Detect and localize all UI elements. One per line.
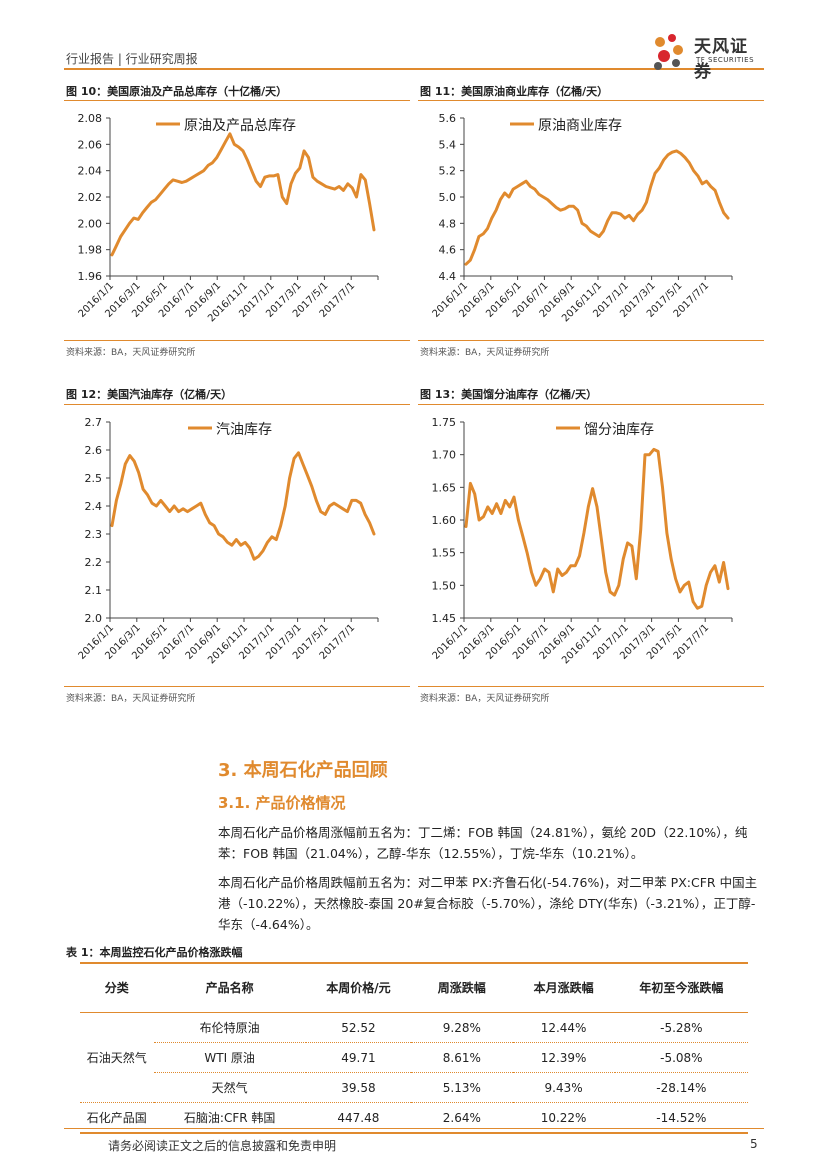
y-tick-label: 2.1 <box>85 584 103 597</box>
col-month-change: 本月涨跌幅 <box>512 962 615 1013</box>
y-tick-label: 2.0 <box>85 612 103 625</box>
report-header: 行业报告 | 行业研究周报 <box>66 52 198 66</box>
legend-label: 馏分油库存 <box>584 422 654 438</box>
series-line <box>110 451 376 561</box>
y-tick-label: 2.2 <box>85 556 103 569</box>
row-week-change: 5.13% <box>411 1072 513 1103</box>
fig12-title: 图 12：美国汽油库存（亿桶/天） <box>66 388 233 401</box>
fig13-source: 资料来源：BA，天风证券研究所 <box>420 694 550 704</box>
y-tick-label: 2.7 <box>85 416 103 429</box>
row-price: 49.71 <box>305 1042 412 1073</box>
fig13-title-rule <box>418 404 764 405</box>
col-price: 本周价格/元 <box>305 962 412 1013</box>
logo-name: 天风证券 <box>694 37 748 82</box>
company-logo: 天风证券 TF SECURITIES <box>650 30 765 82</box>
fig11-title: 图 11：美国原油商业库存（亿桶/天） <box>420 85 609 98</box>
row-ytd-change: -5.28% <box>614 1012 748 1043</box>
y-tick-label: 2.04 <box>78 165 103 178</box>
logo-english: TF SECURITIES <box>696 56 755 64</box>
fig10-source: 资料来源：BA，天风证券研究所 <box>66 348 196 358</box>
y-tick-label: 4.6 <box>439 244 457 257</box>
subsection-title: 3.1. 产品价格情况 <box>218 794 346 812</box>
y-tick-label: 2.08 <box>78 112 103 125</box>
losers-paragraph: 本周石化产品价格周跌幅前五名为：对二甲苯 PX:齐鲁石化(-54.76%)，对二… <box>218 875 758 932</box>
table-row: WTI 原油 49.71 8.61% 12.39% -5.08% <box>80 1042 748 1073</box>
y-tick-label: 1.45 <box>432 612 457 625</box>
y-tick-label: 1.60 <box>432 514 457 527</box>
col-ytd-change: 年初至今涨跌幅 <box>614 962 748 1013</box>
y-tick-label: 2.00 <box>78 217 103 230</box>
y-tick-label: 1.75 <box>432 416 457 429</box>
y-tick-label: 5.4 <box>439 138 457 151</box>
row-price: 52.52 <box>305 1012 412 1043</box>
fig13-source-rule <box>418 686 764 687</box>
page-number: 5 <box>750 1137 758 1151</box>
row-week-change: 8.61% <box>411 1042 513 1073</box>
fig11-chart: 4.44.64.85.05.25.45.62016/1/12016/3/1201… <box>431 112 733 324</box>
fig11-source: 资料来源：BA，天风证券研究所 <box>420 348 550 358</box>
table-title: 表 1：本周监控石化产品价格涨跌幅 <box>66 946 243 959</box>
fig12-source-rule <box>64 686 410 687</box>
y-tick-label: 1.70 <box>432 449 457 462</box>
footer-divider <box>64 1128 764 1129</box>
fig11-title-rule <box>418 100 764 101</box>
fig11-source-rule <box>418 340 764 341</box>
row-ytd-change: -28.14% <box>614 1072 748 1103</box>
row-month-change: 9.43% <box>512 1072 615 1103</box>
y-tick-label: 1.50 <box>432 579 457 592</box>
y-tick-label: 5.2 <box>439 165 457 178</box>
col-product: 产品名称 <box>153 962 306 1013</box>
legend-label: 原油及产品总库存 <box>184 118 296 134</box>
y-tick-label: 2.06 <box>78 138 103 151</box>
y-tick-label: 5.0 <box>439 191 457 204</box>
fig12-title-rule <box>64 404 410 405</box>
price-table: 分类 产品名称 本周价格/元 周涨跌幅 本月涨跌幅 年初至今涨跌幅 石油天然气 … <box>80 962 748 1134</box>
legend-label: 原油商业库存 <box>538 118 622 134</box>
series-line <box>464 149 730 266</box>
gainers-paragraph: 本周石化产品价格周涨幅前五名为：丁二烯：FOB 韩国（24.81%），氨纶 20… <box>218 825 748 861</box>
y-tick-label: 4.8 <box>439 217 457 230</box>
row-week-change: 9.28% <box>411 1012 513 1043</box>
y-tick-label: 2.02 <box>78 191 103 204</box>
table-header-row: 分类 产品名称 本周价格/元 周涨跌幅 本月涨跌幅 年初至今涨跌幅 <box>80 962 748 1013</box>
col-week-change: 周涨跌幅 <box>411 962 513 1013</box>
series-line <box>464 447 730 610</box>
row-ytd-change: -5.08% <box>614 1042 748 1073</box>
row-month-change: 12.39% <box>512 1042 615 1073</box>
y-tick-label: 2.3 <box>85 528 103 541</box>
series-line <box>110 132 376 257</box>
section-title: 3. 本周石化产品回顾 <box>218 760 388 781</box>
fig12-chart: 2.02.12.22.32.42.52.62.72016/1/12016/3/1… <box>77 416 379 666</box>
y-tick-label: 1.55 <box>432 547 457 560</box>
fig10-title-rule <box>64 100 410 101</box>
footer-disclaimer: 请务必阅读正文之后的信息披露和免责申明 <box>108 1139 337 1153</box>
fig10-chart: 1.961.982.002.022.042.062.082016/1/12016… <box>77 112 379 324</box>
fig10-title: 图 10：美国原油及产品总库存（十亿桶/天） <box>66 85 288 98</box>
row-product: WTI 原油 <box>153 1042 306 1073</box>
row-month-change: 12.44% <box>512 1012 615 1043</box>
header-divider <box>64 68 764 70</box>
table-row: 石油天然气 布伦特原油 52.52 9.28% 12.44% -5.28% <box>80 1012 748 1103</box>
fig10-source-rule <box>64 340 410 341</box>
legend-label: 汽油库存 <box>216 422 272 438</box>
y-tick-label: 5.6 <box>439 112 457 125</box>
fig13-title: 图 13：美国馏分油库存（亿桶/天） <box>420 388 598 401</box>
fig13-chart: 1.451.501.551.601.651.701.752016/1/12016… <box>431 416 733 666</box>
y-tick-label: 1.98 <box>78 244 103 257</box>
row-product: 布伦特原油 <box>153 1012 306 1043</box>
y-tick-label: 2.5 <box>85 472 103 485</box>
y-tick-label: 4.4 <box>439 270 457 283</box>
table-row: 天然气 39.58 5.13% 9.43% -28.14% <box>80 1072 748 1103</box>
y-tick-label: 2.4 <box>85 500 103 513</box>
col-category: 分类 <box>80 962 154 1013</box>
row-price: 39.58 <box>305 1072 412 1103</box>
row-product: 天然气 <box>153 1072 306 1103</box>
y-tick-label: 1.65 <box>432 481 457 494</box>
row-category: 石油天然气 <box>80 1012 154 1103</box>
y-tick-label: 1.96 <box>78 270 103 283</box>
fig12-source: 资料来源：BA，天风证券研究所 <box>66 694 196 704</box>
logo-mark-icon <box>654 34 683 70</box>
y-tick-label: 2.6 <box>85 444 103 457</box>
